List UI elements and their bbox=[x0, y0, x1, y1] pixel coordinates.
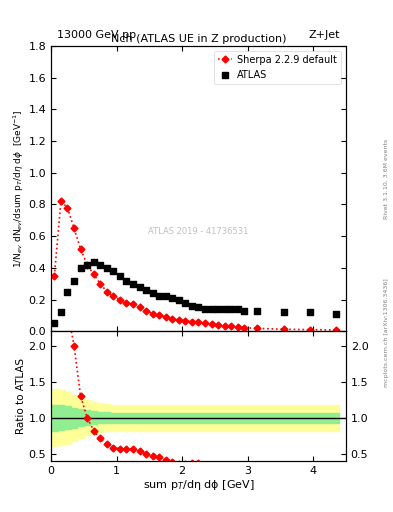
ATLAS bbox=[104, 264, 110, 272]
Text: Z+Jet: Z+Jet bbox=[309, 30, 340, 40]
Title: Nch (ATLAS UE in Z production): Nch (ATLAS UE in Z production) bbox=[111, 34, 286, 44]
Sherpa 2.2.9 default bbox=[78, 246, 83, 252]
Sherpa 2.2.9 default bbox=[59, 198, 63, 204]
Sherpa 2.2.9 default bbox=[130, 301, 135, 307]
Sherpa 2.2.9 default bbox=[105, 289, 109, 295]
Sherpa 2.2.9 default bbox=[118, 296, 122, 303]
ATLAS bbox=[123, 276, 130, 285]
ATLAS bbox=[307, 308, 313, 316]
Sherpa 2.2.9 default bbox=[137, 304, 142, 310]
ATLAS bbox=[110, 267, 116, 275]
ATLAS bbox=[169, 294, 175, 302]
Sherpa 2.2.9 default bbox=[222, 323, 227, 329]
ATLAS bbox=[97, 261, 103, 269]
Sherpa 2.2.9 default bbox=[255, 325, 260, 331]
Sherpa 2.2.9 default bbox=[235, 324, 240, 330]
Sherpa 2.2.9 default bbox=[307, 327, 312, 333]
ATLAS bbox=[149, 289, 156, 297]
ATLAS bbox=[254, 307, 261, 315]
Sherpa 2.2.9 default bbox=[170, 315, 174, 322]
Sherpa 2.2.9 default bbox=[189, 318, 194, 325]
Y-axis label: Ratio to ATLAS: Ratio to ATLAS bbox=[16, 358, 26, 434]
Sherpa 2.2.9 default bbox=[150, 311, 155, 317]
Sherpa 2.2.9 default bbox=[124, 300, 129, 306]
X-axis label: sum p$_{T}$/dη dϕ [GeV]: sum p$_{T}$/dη dϕ [GeV] bbox=[143, 478, 254, 493]
Sherpa 2.2.9 default bbox=[72, 225, 76, 231]
ATLAS bbox=[176, 295, 182, 304]
ATLAS bbox=[51, 319, 57, 327]
ATLAS bbox=[77, 264, 84, 272]
Sherpa 2.2.9 default bbox=[196, 319, 201, 326]
Sherpa 2.2.9 default bbox=[281, 326, 286, 332]
ATLAS bbox=[71, 276, 77, 285]
ATLAS bbox=[130, 280, 136, 288]
ATLAS bbox=[136, 283, 143, 291]
ATLAS bbox=[235, 305, 241, 313]
Sherpa 2.2.9 default bbox=[163, 314, 168, 320]
ATLAS bbox=[117, 272, 123, 280]
Sherpa 2.2.9 default bbox=[52, 273, 57, 279]
Sherpa 2.2.9 default bbox=[85, 262, 90, 268]
ATLAS bbox=[241, 307, 248, 315]
Y-axis label: 1/N$_{ev}$ dN$_{ev}$/dsum p$_T$/d$\eta$ d$\phi$  [GeV$^{-1}$]: 1/N$_{ev}$ dN$_{ev}$/dsum p$_T$/d$\eta$ … bbox=[11, 110, 26, 268]
Sherpa 2.2.9 default bbox=[229, 324, 233, 330]
ATLAS bbox=[163, 292, 169, 301]
ATLAS bbox=[58, 308, 64, 316]
ATLAS bbox=[222, 305, 228, 313]
Sherpa 2.2.9 default bbox=[334, 327, 338, 333]
ATLAS bbox=[195, 303, 202, 311]
Text: mcplots.cern.ch [arXiv:1306.3436]: mcplots.cern.ch [arXiv:1306.3436] bbox=[384, 279, 389, 387]
Sherpa 2.2.9 default bbox=[91, 271, 96, 278]
ATLAS bbox=[156, 292, 162, 301]
ATLAS bbox=[143, 286, 149, 294]
Sherpa 2.2.9 default bbox=[183, 318, 188, 324]
Sherpa 2.2.9 default bbox=[98, 281, 103, 287]
ATLAS bbox=[64, 288, 71, 296]
Sherpa 2.2.9 default bbox=[65, 205, 70, 211]
ATLAS bbox=[281, 308, 287, 316]
Sherpa 2.2.9 default bbox=[144, 308, 149, 314]
Legend: Sherpa 2.2.9 default, ATLAS: Sherpa 2.2.9 default, ATLAS bbox=[214, 51, 341, 83]
Sherpa 2.2.9 default bbox=[176, 317, 181, 323]
Sherpa 2.2.9 default bbox=[209, 321, 214, 327]
ATLAS bbox=[189, 302, 195, 310]
ATLAS bbox=[333, 310, 339, 318]
Text: 13000 GeV pp: 13000 GeV pp bbox=[57, 30, 136, 40]
Text: ATLAS 2019 - 41736531: ATLAS 2019 - 41736531 bbox=[148, 227, 249, 236]
Sherpa 2.2.9 default bbox=[216, 322, 220, 328]
Sherpa 2.2.9 default bbox=[111, 293, 116, 300]
ATLAS bbox=[202, 305, 208, 313]
ATLAS bbox=[84, 261, 90, 269]
Line: Sherpa 2.2.9 default: Sherpa 2.2.9 default bbox=[52, 199, 338, 332]
ATLAS bbox=[182, 298, 189, 307]
ATLAS bbox=[228, 305, 234, 313]
Sherpa 2.2.9 default bbox=[242, 325, 247, 331]
ATLAS bbox=[90, 258, 97, 266]
Sherpa 2.2.9 default bbox=[157, 312, 162, 318]
ATLAS bbox=[208, 305, 215, 313]
Sherpa 2.2.9 default bbox=[203, 320, 208, 326]
Text: Rivet 3.1.10, 3.6M events: Rivet 3.1.10, 3.6M events bbox=[384, 139, 389, 219]
ATLAS bbox=[215, 305, 221, 313]
